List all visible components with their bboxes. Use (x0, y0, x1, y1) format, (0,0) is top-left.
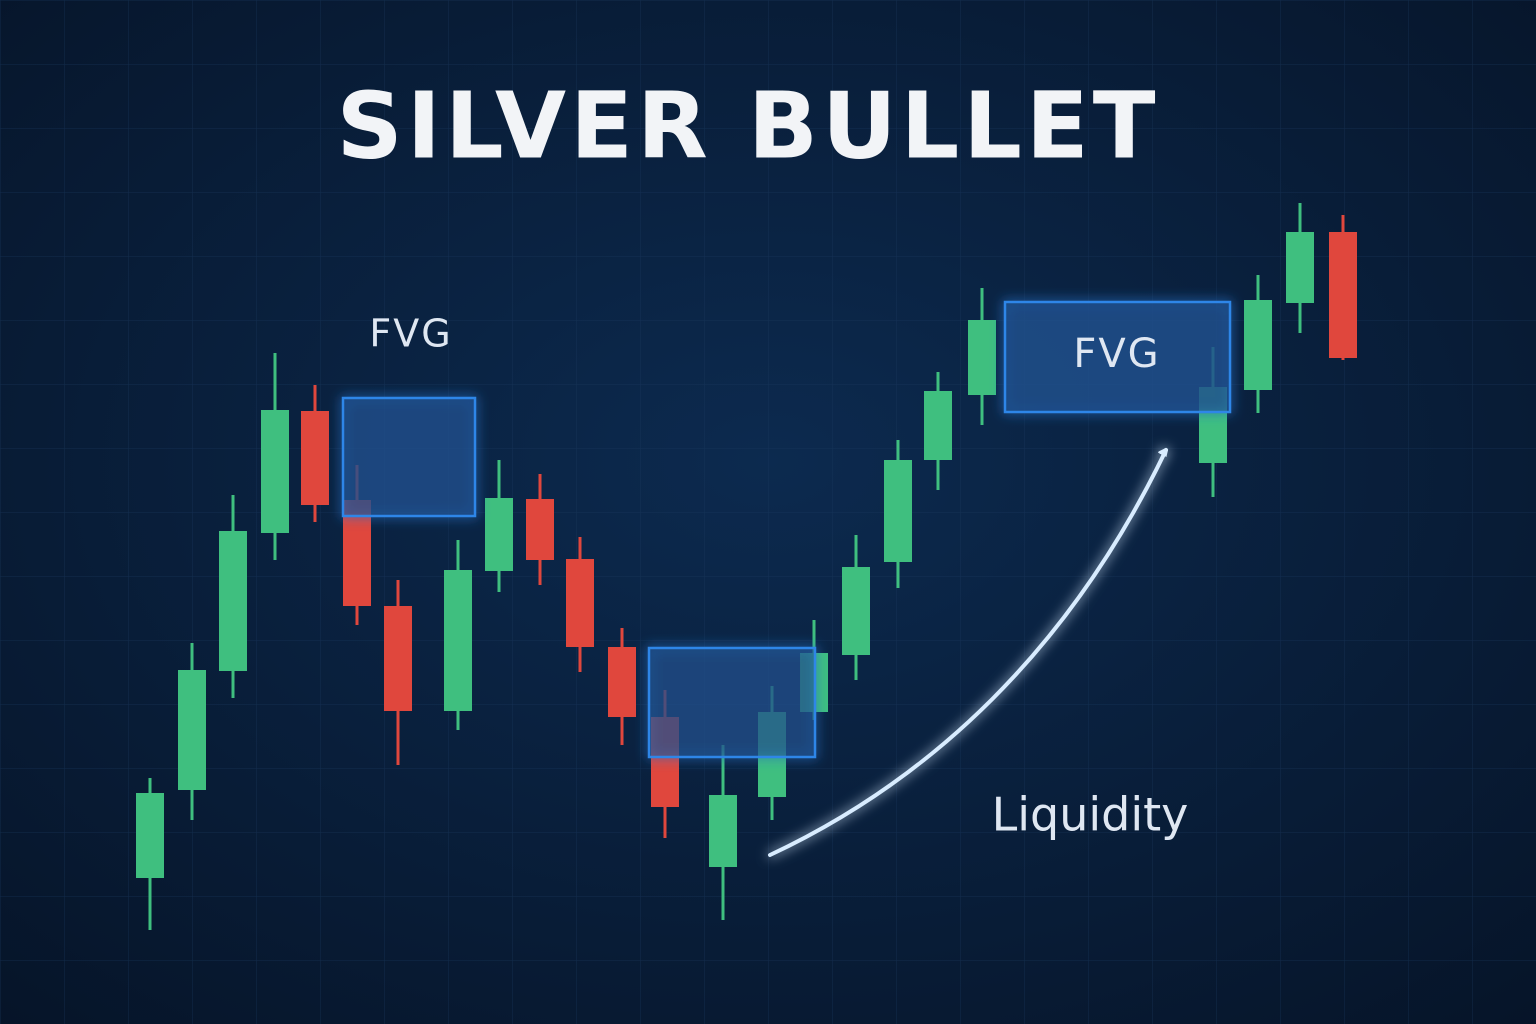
candle-body (1286, 232, 1314, 303)
candle-body (608, 647, 636, 717)
candle-body (343, 500, 371, 606)
fvg-zone (341, 396, 477, 518)
candle-body (301, 411, 329, 505)
candle-body (968, 320, 996, 395)
candle-body (219, 531, 247, 671)
candle-body (444, 570, 472, 711)
annotation: Liquidity (992, 788, 1189, 842)
fvg-zone (1003, 300, 1232, 414)
fvg-zones (341, 300, 1232, 759)
annotation: FVG (1073, 331, 1160, 377)
candle-body (485, 498, 513, 571)
candle-body (526, 499, 554, 560)
candle-body (924, 391, 952, 460)
candle-body (178, 670, 206, 790)
candle-body (384, 606, 412, 711)
candle-body (842, 567, 870, 655)
chart-title: SILVER BULLET (336, 72, 1159, 179)
candle-body (566, 559, 594, 647)
annotation: FVG (369, 312, 452, 356)
candle-body (261, 410, 289, 533)
arrow (768, 448, 1168, 857)
candles (136, 203, 1357, 930)
candle-body (1329, 232, 1357, 358)
fvg-zone (647, 646, 817, 759)
candle-body (884, 460, 912, 562)
candle-body (709, 795, 737, 867)
candle-body (1244, 300, 1272, 390)
candle-body (136, 793, 164, 878)
